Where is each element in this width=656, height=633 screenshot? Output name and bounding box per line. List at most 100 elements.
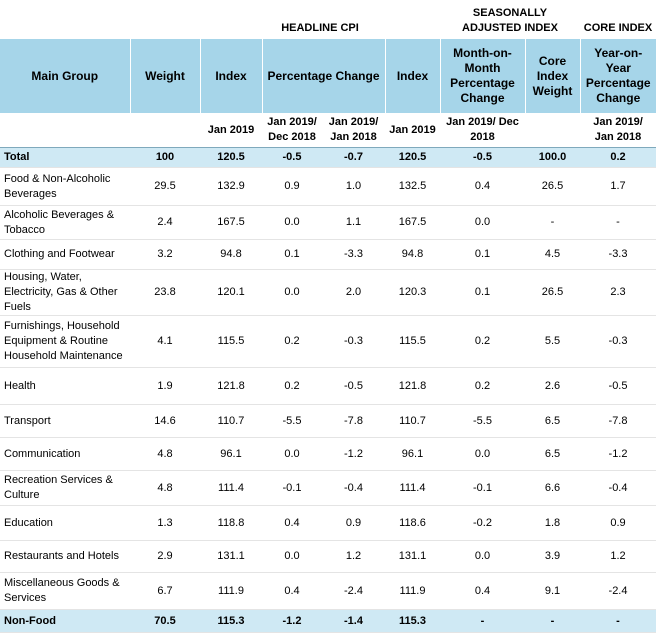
cell-value: 2.0 xyxy=(322,269,385,316)
cell-value: -0.2 xyxy=(440,505,525,541)
cell-value: 96.1 xyxy=(385,437,440,471)
column-header: Core Index Weight xyxy=(524,39,581,113)
table-row: Miscellaneous Goods & Services 6.7 111.9 0.… xyxy=(0,572,656,610)
cell-value: 0.1 xyxy=(440,239,525,270)
row-label: Alcoholic Beverages & Tobacco xyxy=(0,205,130,240)
subheader: Jan 2019/ Dec 2018 xyxy=(262,113,322,148)
cell-value: 1.9 xyxy=(130,367,200,405)
subheader: Jan 2019/ Jan 2018 xyxy=(322,113,385,148)
cell-value: 0.2 xyxy=(440,315,525,368)
cell-value: 6.7 xyxy=(130,572,200,610)
table-row: Total 100 120.5 -0.5 -0.7 120.5 -0.5 100.0 0.2 xyxy=(0,147,656,168)
cell-value: 0.4 xyxy=(440,167,525,206)
cell-value: 4.8 xyxy=(130,470,200,506)
cell-value: 94.8 xyxy=(200,239,262,270)
cell-value: 167.5 xyxy=(385,205,440,240)
cell-value: - xyxy=(525,609,581,633)
cell-value: 0.0 xyxy=(262,269,322,316)
table-row: Health 1.9 121.8 0.2 -0.5 121.8 0.2 2.6 -0.5 xyxy=(0,367,656,405)
cell-value: 96.1 xyxy=(200,437,262,471)
cell-value: 0.2 xyxy=(262,367,322,405)
cell-value: 94.8 xyxy=(385,239,440,270)
cell-value: -0.3 xyxy=(322,315,385,368)
cell-value: 115.5 xyxy=(385,315,440,368)
cell-value: 2.9 xyxy=(130,540,200,573)
row-label: Clothing and Footwear xyxy=(0,239,130,270)
cell-value: 1.0 xyxy=(322,167,385,206)
column-header: Year-on-Year Percentage Change xyxy=(579,39,656,113)
cell-value: 120.5 xyxy=(200,147,262,168)
cell-value: 1.8 xyxy=(525,505,581,541)
cell-value: 1.3 xyxy=(130,505,200,541)
row-label: Health xyxy=(0,367,130,405)
row-label: Non-Food xyxy=(0,609,130,633)
cell-value: 9.1 xyxy=(525,572,581,610)
cell-value: 167.5 xyxy=(200,205,262,240)
cell-value: 111.9 xyxy=(200,572,262,610)
cell-value: 6.5 xyxy=(525,404,581,438)
row-label: Restaurants and Hotels xyxy=(0,540,130,573)
subheader: Jan 2019/ Jan 2018 xyxy=(580,113,656,148)
cell-value: 131.1 xyxy=(385,540,440,573)
cell-value: 0.9 xyxy=(262,167,322,206)
column-header: Weight xyxy=(129,39,200,113)
cell-value: 100 xyxy=(130,147,200,168)
cell-value: 4.5 xyxy=(525,239,581,270)
cell-value: 0.1 xyxy=(262,239,322,270)
column-header: Main Group xyxy=(0,39,130,113)
table-row: Alcoholic Beverages & Tobacco 2.4 167.5 0.0… xyxy=(0,205,656,240)
cell-value: 5.5 xyxy=(525,315,581,368)
blank xyxy=(525,113,581,148)
cell-value: 4.1 xyxy=(130,315,200,368)
cell-value: 1.2 xyxy=(322,540,385,573)
cell-value: 111.9 xyxy=(385,572,440,610)
cell-value: 1.1 xyxy=(322,205,385,240)
cell-value: 0.0 xyxy=(440,205,525,240)
cell-value: -0.5 xyxy=(440,147,525,168)
cell-value: - xyxy=(525,205,581,240)
row-label: Transport xyxy=(0,404,130,438)
subheader: Jan 2019 xyxy=(385,113,440,148)
cell-value: -1.2 xyxy=(262,609,322,633)
group-header: SEASONALLY ADJUSTED INDEX xyxy=(462,7,558,34)
cell-value: 120.1 xyxy=(200,269,262,316)
cell-value: 0.2 xyxy=(580,147,656,168)
row-label: Total xyxy=(0,147,130,168)
cell-value: 120.5 xyxy=(385,147,440,168)
table-row: Communication 4.8 96.1 0.0 -1.2 96.1 0.0 6.5 -1.… xyxy=(0,437,656,471)
cell-value: -0.5 xyxy=(580,367,656,405)
cell-value: -0.4 xyxy=(580,470,656,506)
cell-value: 118.8 xyxy=(200,505,262,541)
cell-value: 3.2 xyxy=(130,239,200,270)
cell-value: - xyxy=(580,205,656,240)
cell-value: -2.4 xyxy=(322,572,385,610)
cell-value: 2.3 xyxy=(580,269,656,316)
cell-value: -0.5 xyxy=(262,147,322,168)
table-row: Food & Non-Alcoholic Beverages 29.5 132.9 0… xyxy=(0,167,656,206)
cell-value: -7.8 xyxy=(580,404,656,438)
cell-value: 70.5 xyxy=(130,609,200,633)
cell-value: 0.0 xyxy=(440,540,525,573)
table-row: Clothing and Footwear 3.2 94.8 0.1 -3.3 94.8 0… xyxy=(0,239,656,270)
cell-value: 0.0 xyxy=(262,437,322,471)
cell-value: -1.2 xyxy=(322,437,385,471)
column-header-row: Main Group Weight Index Percentage Chang… xyxy=(0,39,656,113)
row-label: Furnishings, Household Equipment & Routi… xyxy=(0,315,130,368)
cell-value: 0.4 xyxy=(262,505,322,541)
column-header: Index xyxy=(384,39,440,113)
row-label: Communication xyxy=(0,437,130,471)
cell-value: -0.1 xyxy=(262,470,322,506)
column-header: Month-on-Month Percentage Change xyxy=(439,39,525,113)
cell-value: -3.3 xyxy=(580,239,656,270)
cell-value: 6.6 xyxy=(525,470,581,506)
table-row: Restaurants and Hotels 2.9 131.1 0.0 1.2 131.… xyxy=(0,540,656,573)
cell-value: 29.5 xyxy=(130,167,200,206)
cell-value: 26.5 xyxy=(525,269,581,316)
cell-value: 2.4 xyxy=(130,205,200,240)
cell-value: -0.4 xyxy=(322,470,385,506)
table-row: Education 1.3 118.8 0.4 0.9 118.6 -0.2 1.8 0.9 xyxy=(0,505,656,541)
cell-value: 0.0 xyxy=(262,540,322,573)
cell-value: 0.0 xyxy=(262,205,322,240)
row-label: Housing, Water, Electricity, Gas & Other… xyxy=(0,269,130,316)
